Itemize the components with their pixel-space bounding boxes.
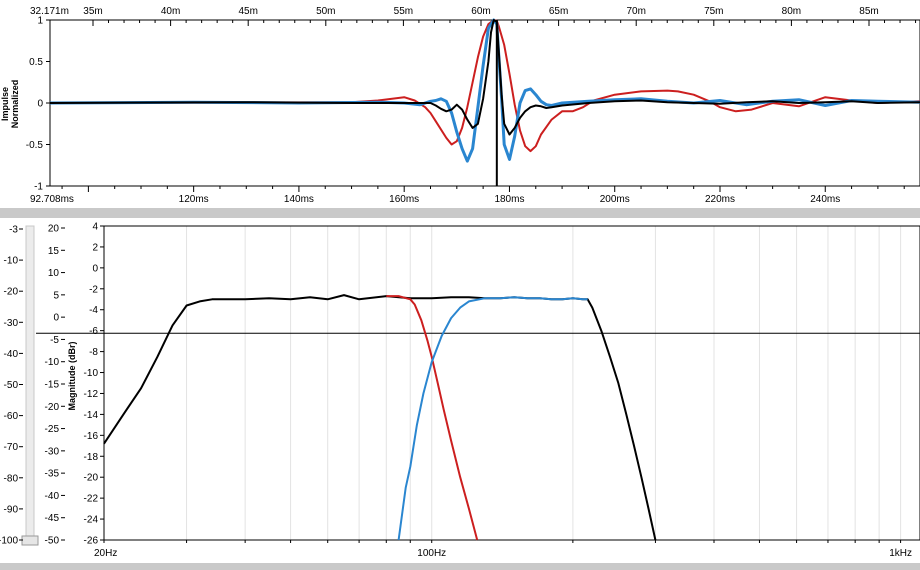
magnitude-y-tick-label: -14 (84, 410, 99, 421)
bottom-axis-tick-label: 140ms (284, 194, 314, 205)
left-scale-tick-label: -80 (4, 473, 19, 484)
top-axis-first-label: 32.171m (30, 6, 69, 17)
top-axis-tick-label: 35m (83, 6, 102, 17)
impulse-y-tick-label: 1 (37, 16, 43, 27)
left-outer-tick-label: -40 (45, 491, 60, 502)
impulse-y-tick-label: -1 (34, 182, 43, 193)
impulse-y-tick-label: -0.5 (26, 140, 44, 151)
impulse-series-black (49, 19, 920, 136)
impulse-chart: 1 0.5 0 -0.5 -1 35m 40m 45m 50m 55m 60m 65m 70m 75m 80… (0, 6, 920, 205)
magnitude-y-tick-label: -20 (84, 473, 99, 484)
bottom-axis-tick-label: 160ms (389, 194, 419, 205)
magnitude-y-tick-label: -18 (84, 452, 99, 463)
magnitude-y-tick-label: -6 (89, 326, 98, 337)
magnitude-y-tick-label: -22 (84, 494, 99, 505)
left-scale-tick-label: -20 (4, 287, 19, 298)
left-outer-tick-label: -45 (45, 513, 60, 524)
magnitude-series-blue (397, 296, 588, 541)
bottom-splitter-bar (0, 563, 920, 570)
top-axis-tick-label: 50m (316, 6, 335, 17)
top-axis-tick-label: 55m (394, 6, 413, 17)
magnitude-plot-frame (103, 225, 920, 541)
left-outer-tick-label: 0 (53, 313, 59, 324)
magnitude-chart: -3-10-20-30-40-50-60-70-80-90-1002015105… (0, 222, 920, 559)
bottom-axis-tick-label: 240ms (810, 194, 840, 205)
top-axis-tick-label: 70m (626, 6, 645, 17)
top-axis-tick-label: 60m (471, 6, 490, 17)
left-scale-tick-label: -40 (4, 349, 19, 360)
left-scale-tick-label: -30 (4, 318, 19, 329)
splitter-bar[interactable] (0, 208, 920, 218)
left-scale-tick-label: -90 (4, 504, 19, 515)
left-outer-tick-label: -35 (45, 469, 60, 480)
magnitude-ylabel: Magnitude (dBr) (67, 342, 77, 411)
left-outer-tick-label: -50 (45, 536, 60, 547)
left-outer-tick-label: -5 (50, 335, 59, 346)
magnitude-y-tick-label: 2 (92, 242, 98, 253)
bottom-axis-tick-label: 200ms (600, 194, 630, 205)
impulse-y-tick-label: 0 (37, 99, 43, 110)
bottom-axis-tick-label: 180ms (494, 194, 524, 205)
left-outer-tick-label: 5 (53, 290, 59, 301)
magnitude-y-tick-label: -10 (84, 368, 99, 379)
left-outer-tick-label: -25 (45, 424, 60, 435)
top-axis-tick-label: 40m (161, 6, 180, 17)
left-outer-tick-label: -15 (45, 380, 60, 391)
magnitude-y-tick-label: -26 (84, 536, 99, 547)
magnitude-series-red (386, 295, 479, 541)
magnitude-y-tick-label: -2 (89, 284, 98, 295)
magnitude-y-tick-label: -24 (84, 515, 99, 526)
left-scrollbar-track[interactable] (25, 225, 35, 545)
left-outer-tick-label: -10 (45, 357, 60, 368)
magnitude-y-tick-label: -12 (84, 389, 99, 400)
left-scrollbar-thumb[interactable] (21, 535, 39, 546)
left-scale-tick-label: -10 (4, 256, 19, 267)
left-scale-tick-label: -70 (4, 442, 19, 453)
magnitude-y-tick-label: -8 (89, 347, 98, 358)
magnitude-y-tick-label: -16 (84, 431, 99, 442)
top-axis-tick-label: 45m (238, 6, 257, 17)
top-axis-tick-label: 65m (549, 6, 568, 17)
impulse-ylabel-line1: Impulse (0, 87, 10, 121)
left-scale-tick-label: -3 (9, 225, 18, 236)
magnitude-series-black (103, 294, 657, 541)
top-axis-tick-label: 80m (782, 6, 801, 17)
top-axis-tick-label: 75m (704, 6, 723, 17)
magnitude-y-tick-label: 0 (92, 263, 98, 274)
bottom-axis-tick-label: 220ms (705, 194, 735, 205)
impulse-series-red (49, 19, 920, 153)
magnitude-x-tick-label: 1kHz (889, 548, 912, 559)
left-outer-tick-label: 20 (48, 224, 60, 235)
left-outer-tick-label: -30 (45, 446, 60, 457)
bottom-axis-first-label: 92.708ms (30, 194, 74, 205)
magnitude-y-tick-label: 4 (92, 222, 98, 233)
magnitude-x-tick-label: 100Hz (417, 548, 446, 559)
impulse-series-blue (49, 18, 920, 163)
left-outer-tick-label: 15 (48, 246, 60, 257)
magnitude-y-tick-label: -4 (89, 305, 98, 316)
impulse-y-tick-label: 0.5 (29, 57, 43, 68)
bottom-axis-tick-label: 120ms (179, 194, 209, 205)
left-scale-tick-label: -100 (0, 536, 18, 547)
left-scale-tick-label: -60 (4, 411, 19, 422)
magnitude-x-tick-label: 20Hz (94, 548, 117, 559)
left-scale-tick-label: -50 (4, 380, 19, 391)
left-outer-tick-label: 10 (48, 268, 60, 279)
impulse-ylabel-line2: Normalized (10, 80, 20, 129)
top-axis-tick-label: 85m (859, 6, 878, 17)
left-outer-tick-label: -20 (45, 402, 60, 413)
